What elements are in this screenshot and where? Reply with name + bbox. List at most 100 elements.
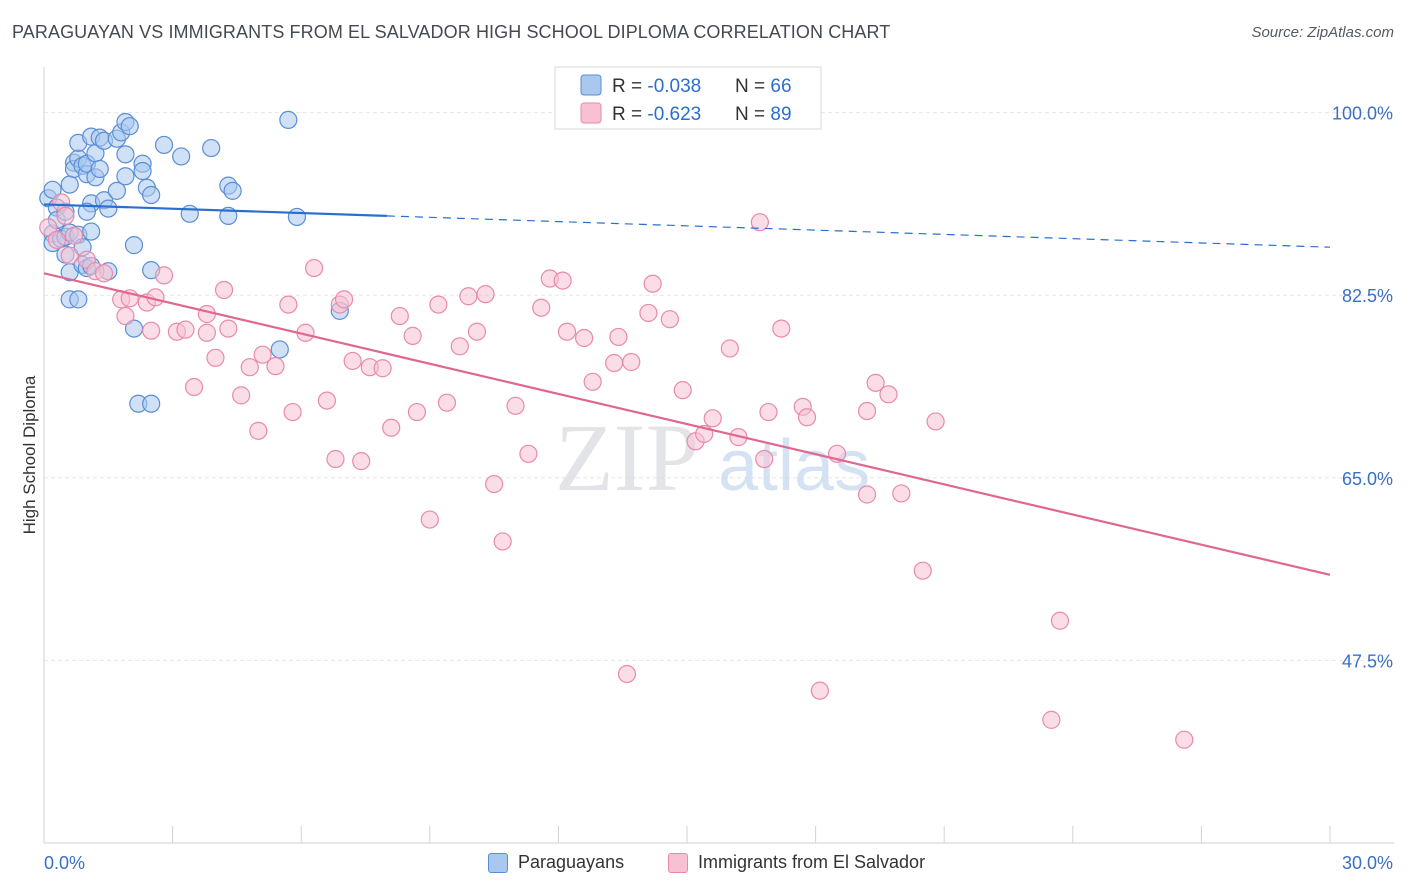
- point-el-salvador-75: [750, 213, 769, 232]
- point-el-salvador-45: [420, 510, 439, 529]
- trend-line-paraguayans: [43, 203, 387, 218]
- trend-line-paraguayans-extension: [386, 215, 1331, 248]
- point-paraguayans-1: [43, 180, 62, 199]
- point-paraguayans-43: [116, 167, 135, 186]
- point-el-salvador-48: [450, 337, 469, 356]
- legend-swatch-pink: [580, 102, 602, 124]
- x-tick-label-0: 0.0%: [44, 853, 85, 873]
- point-el-salvador-83: [857, 485, 877, 504]
- point-el-salvador-28: [266, 357, 285, 376]
- legend-n-value-1: 66: [770, 76, 791, 97]
- y-tick-label-0: 47.5%: [1342, 651, 1393, 671]
- point-el-salvador-18: [184, 377, 204, 397]
- point-el-salvador-42: [390, 306, 409, 326]
- point-el-salvador-37: [343, 351, 362, 371]
- legend-n-label-2: N =: [735, 104, 770, 125]
- y-axis-label: High School Diploma: [20, 375, 39, 534]
- point-el-salvador-62: [605, 353, 624, 373]
- correlation-legend: R = -0.038 N = 66 R = -0.623 N = 89: [554, 66, 822, 130]
- source-credit: Source: ZipAtlas.com: [1251, 24, 1394, 41]
- point-el-salvador-38: [352, 452, 371, 471]
- point-el-salvador-77: [759, 402, 778, 422]
- point-el-salvador-78: [772, 319, 791, 338]
- point-el-salvador-67: [643, 274, 662, 293]
- point-paraguayans-39: [107, 181, 126, 200]
- y-tick-label-1: 65.0%: [1342, 469, 1393, 489]
- legend-swatch-el-salvador: [668, 852, 688, 873]
- point-paraguayans-37: [99, 199, 118, 218]
- point-el-salvador-92: [1175, 730, 1194, 749]
- point-el-salvador-72: [703, 409, 722, 428]
- point-el-salvador-3: [56, 206, 75, 226]
- y-tick-label-3: 100.0%: [1332, 104, 1393, 124]
- point-el-salvador-43: [403, 326, 422, 345]
- y-tick-label-2: 82.5%: [1342, 286, 1393, 306]
- point-el-salvador-69: [673, 381, 692, 400]
- point-el-salvador-90: [1050, 611, 1070, 630]
- point-el-salvador-11: [116, 306, 135, 326]
- point-el-salvador-23: [219, 319, 238, 338]
- point-paraguayans-13: [60, 175, 79, 194]
- point-el-salvador-86: [879, 385, 898, 404]
- point-el-salvador-26: [249, 421, 268, 440]
- point-el-salvador-84: [857, 401, 877, 421]
- point-el-salvador-55: [519, 444, 538, 463]
- point-el-salvador-8: [94, 264, 114, 283]
- point-paraguayans-60: [279, 110, 298, 130]
- point-el-salvador-34: [326, 449, 345, 469]
- point-el-salvador-19: [197, 323, 216, 342]
- point-el-salvador-81: [810, 681, 829, 700]
- point-paraguayans-28: [82, 222, 101, 241]
- point-el-salvador-89: [926, 412, 945, 431]
- grid-lines: [44, 112, 1394, 661]
- point-el-salvador-5: [64, 226, 84, 245]
- point-el-salvador-85: [866, 373, 885, 392]
- legend-label-paraguayans: Paraguayans: [518, 852, 625, 872]
- point-el-salvador-47: [437, 393, 457, 412]
- point-el-salvador-46: [429, 295, 448, 314]
- point-paraguayans-34: [90, 159, 109, 179]
- point-el-salvador-60: [575, 328, 594, 348]
- point-el-salvador-36: [334, 290, 354, 309]
- legend-item-paraguayans: Paraguayans: [488, 852, 624, 873]
- point-paraguayans-52: [142, 185, 161, 205]
- point-paraguayans-49: [133, 161, 152, 181]
- trend-line-el-salvador: [43, 272, 1331, 576]
- point-el-salvador-41: [382, 418, 401, 437]
- point-el-salvador-87: [892, 484, 911, 503]
- point-paraguayans-58: [223, 181, 242, 200]
- point-el-salvador-33: [317, 391, 337, 410]
- svg-text:R = -0.038: R = -0.038: [612, 76, 701, 97]
- point-paraguayans-55: [180, 204, 199, 223]
- point-el-salvador-32: [304, 258, 324, 278]
- point-el-salvador-0: [39, 218, 58, 237]
- x-tick-label-1: 30.0%: [1342, 853, 1393, 873]
- trend-lines: [43, 203, 1331, 576]
- point-el-salvador-54: [506, 396, 525, 415]
- point-el-salvador-29: [279, 295, 298, 314]
- svg-text:N = 66: N = 66: [735, 76, 792, 97]
- point-el-salvador-61: [583, 372, 602, 391]
- point-el-salvador-80: [797, 408, 817, 427]
- point-el-salvador-91: [1042, 710, 1061, 729]
- series-legend: Paraguayans Immigrants from El Salvador: [0, 850, 1406, 880]
- point-el-salvador-53: [493, 532, 512, 551]
- point-paraguayans-53: [154, 135, 174, 155]
- point-el-salvador-88: [913, 561, 932, 580]
- point-el-salvador-50: [467, 322, 487, 341]
- legend-r-label-1: R =: [612, 76, 647, 97]
- legend-item-el-salvador: Immigrants from El Salvador: [668, 852, 925, 873]
- legend-swatch-paraguayans: [488, 852, 508, 873]
- point-el-salvador-4: [60, 246, 79, 265]
- point-el-salvador-51: [476, 285, 495, 304]
- svg-text:R = -0.623: R = -0.623: [612, 104, 701, 125]
- legend-n-value-2: 89: [770, 104, 791, 125]
- point-el-salvador-22: [214, 280, 234, 300]
- point-el-salvador-40: [373, 359, 392, 378]
- point-paraguayans-51: [142, 394, 161, 413]
- point-el-salvador-44: [407, 402, 427, 422]
- point-el-salvador-56: [532, 298, 551, 317]
- legend-r-label-2: R =: [612, 104, 647, 125]
- point-el-salvador-1: [47, 230, 66, 250]
